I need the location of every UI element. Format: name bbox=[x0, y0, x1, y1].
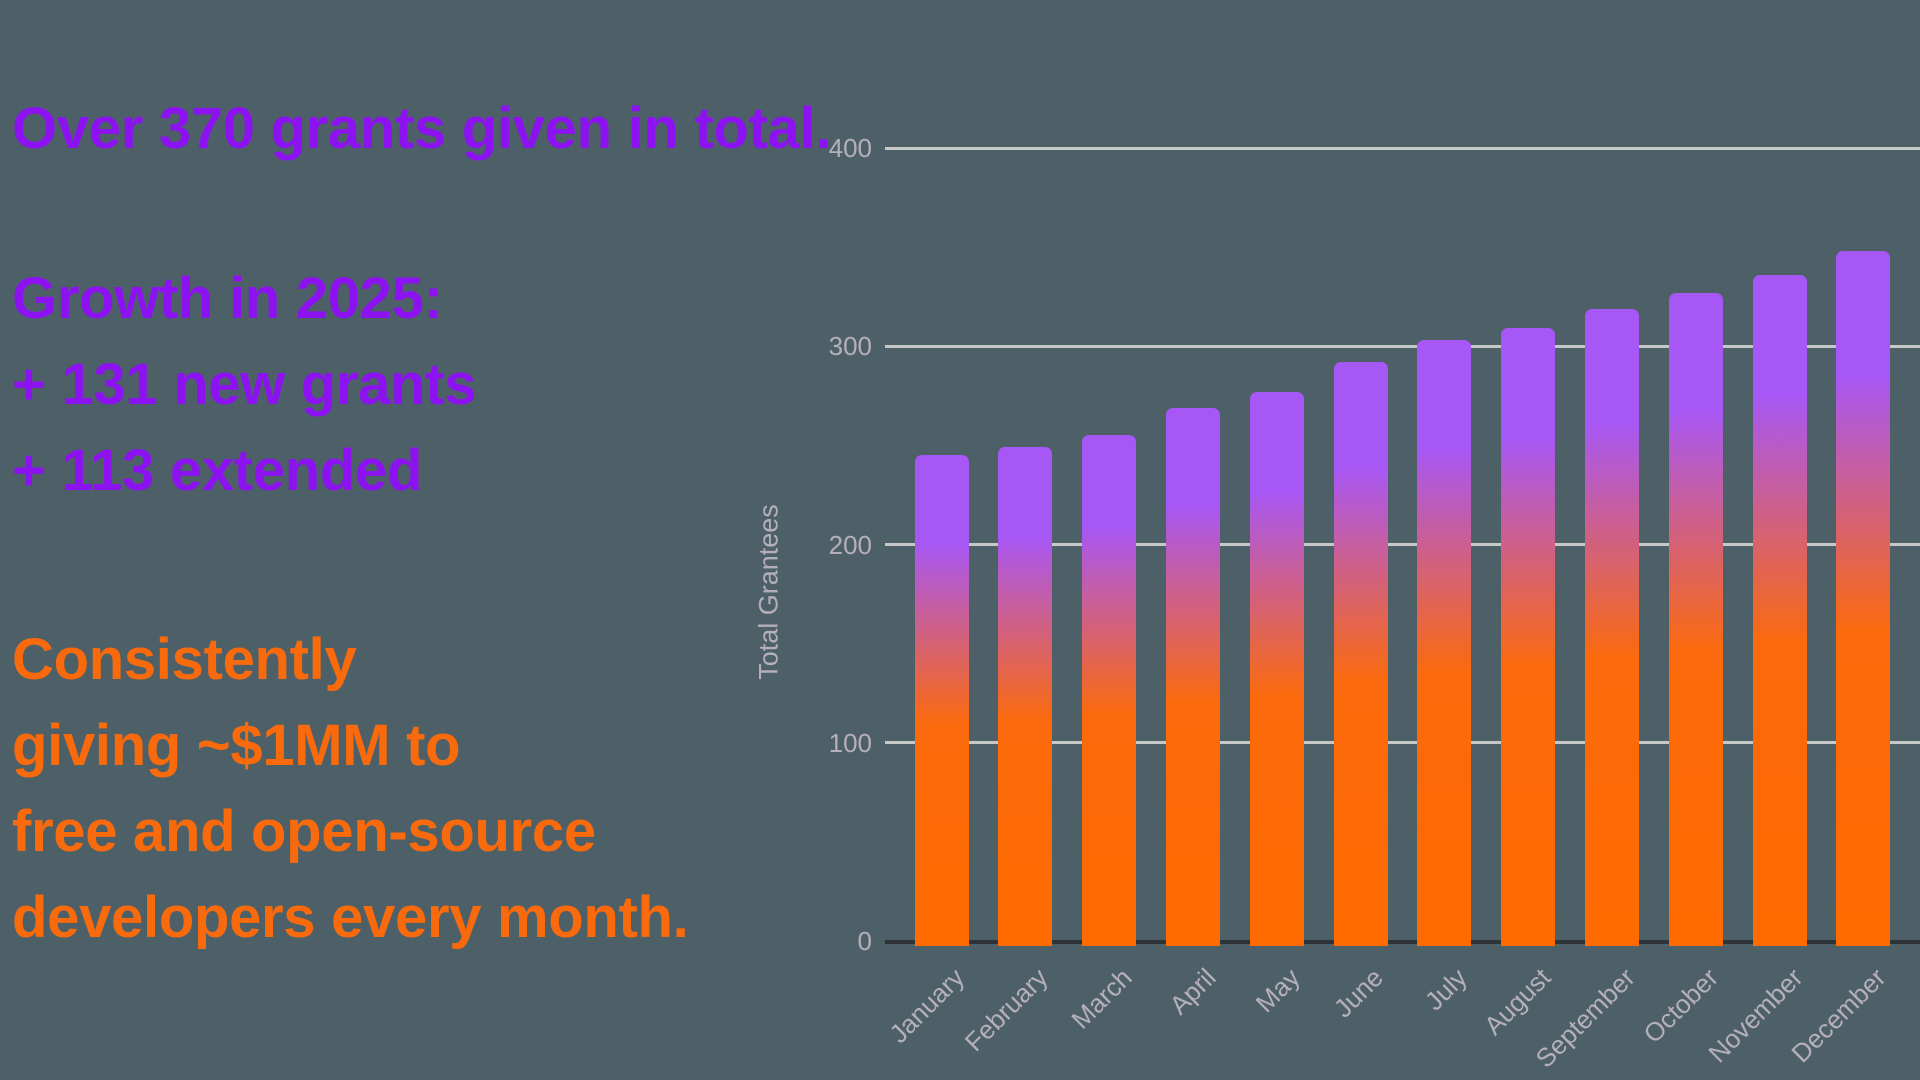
y-tick-label-100: 100 bbox=[828, 727, 872, 758]
growth-extended-line: + 113 extended bbox=[12, 438, 423, 503]
x-tick-label-april: April bbox=[1163, 962, 1222, 1021]
bar-november bbox=[1752, 274, 1807, 946]
bar-february bbox=[998, 447, 1053, 946]
growth-heading: Growth in 2025: bbox=[12, 266, 443, 331]
bar-october bbox=[1668, 292, 1723, 946]
y-tick-label-400: 400 bbox=[828, 133, 872, 163]
impact-block: Consistently giving ~$1MM to free and op… bbox=[12, 617, 689, 961]
bar-june bbox=[1333, 362, 1388, 946]
bar-july bbox=[1417, 340, 1472, 946]
gridline-100 bbox=[885, 741, 1920, 745]
x-axis-line bbox=[885, 940, 1920, 944]
gridline-400 bbox=[885, 146, 1920, 150]
x-tick-label-january: January bbox=[883, 962, 971, 1049]
impact-line-1: Consistently bbox=[12, 627, 357, 692]
y-tick-label-200: 200 bbox=[828, 529, 872, 560]
bar-january bbox=[914, 455, 969, 946]
bar-april bbox=[1165, 407, 1220, 946]
x-tick-label-february: February bbox=[959, 962, 1054, 1058]
impact-line-3: free and open-source bbox=[12, 799, 596, 864]
x-tick-label-october: October bbox=[1637, 962, 1725, 1049]
bar-may bbox=[1249, 391, 1304, 946]
bar-september bbox=[1584, 308, 1639, 946]
y-tick-label-0: 0 bbox=[857, 926, 872, 956]
x-tick-label-march: March bbox=[1065, 962, 1138, 1035]
impact-line-4: developers every month. bbox=[12, 885, 689, 950]
growth-new-grants-line: + 131 new grants bbox=[12, 352, 477, 417]
x-tick-label-may: May bbox=[1249, 962, 1306, 1019]
bar-march bbox=[1082, 435, 1137, 946]
x-tick-label-june: June bbox=[1327, 962, 1390, 1024]
x-tick-label-july: July bbox=[1418, 962, 1473, 1017]
y-tick-label-300: 300 bbox=[828, 331, 872, 362]
impact-line-2: giving ~$1MM to bbox=[12, 713, 461, 778]
gridline-200 bbox=[885, 543, 1920, 546]
x-tick-label-august: August bbox=[1478, 962, 1557, 1041]
bar-august bbox=[1501, 328, 1556, 946]
total-grants-headline: Over 370 grants given in total. bbox=[12, 96, 832, 161]
bar-december bbox=[1836, 251, 1891, 946]
growth-block: Growth in 2025: + 131 new grants + 113 e… bbox=[12, 256, 477, 514]
gridline-300 bbox=[885, 344, 1920, 348]
